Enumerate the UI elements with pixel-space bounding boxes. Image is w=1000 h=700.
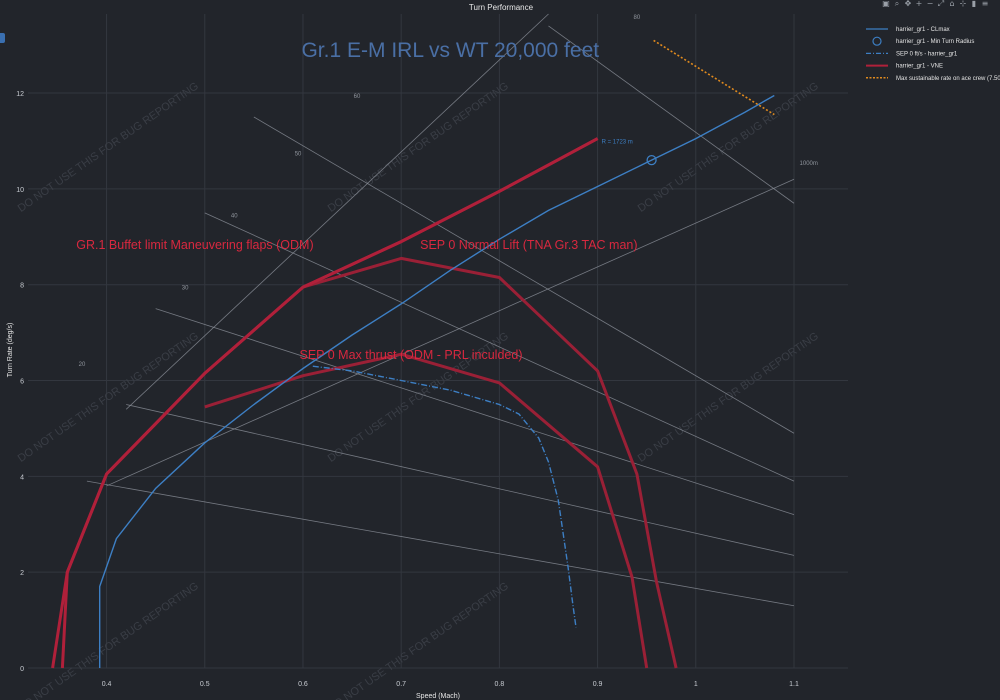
legend-label: SEP 0 ft/s - harrier_gr1: [896, 51, 958, 57]
guide-line-label: 1000m: [800, 161, 818, 167]
plot-area: [28, 14, 848, 668]
y-tick-label: 10: [16, 187, 24, 194]
overlay-line: [204, 352, 649, 669]
guide-line: [125, 13, 549, 410]
x-tick-label: 0.8: [495, 681, 505, 688]
guide-line: [126, 404, 795, 556]
guide-line-label: 40: [231, 214, 238, 220]
autoscale-icon[interactable]: ⤢: [937, 0, 945, 8]
guide-line: [204, 212, 795, 482]
guide-line: [106, 178, 795, 487]
x-tick-label: 0.7: [396, 681, 406, 688]
guide-line: [548, 25, 795, 204]
y-axis-title: Turn Rate (deg/s): [7, 323, 14, 378]
series-line[interactable]: [98, 94, 775, 669]
zoom-out-icon[interactable]: −: [926, 0, 934, 8]
guide-line: [155, 308, 795, 516]
zoom-icon[interactable]: ⌕: [894, 0, 900, 8]
x-tick-label: 0.4: [102, 681, 112, 688]
legend-label: Max sustainable rate on ace crew (7.50): [896, 76, 1000, 82]
annotation-text: GR.1 Buffet limit Maneuvering flaps (ODM…: [76, 238, 313, 252]
hover-compare-icon[interactable]: ≡: [981, 0, 989, 8]
guide-line-label: 80: [634, 15, 641, 21]
camera-icon[interactable]: ▣: [882, 0, 890, 8]
guide-line-label: 20: [79, 362, 86, 368]
legend-swatch[interactable]: [872, 36, 882, 46]
guide-line: [253, 116, 795, 434]
series-line[interactable]: [60, 137, 599, 669]
y-tick-label: 2: [20, 570, 24, 577]
guide-line-label: 30: [182, 285, 189, 291]
series-line[interactable]: [312, 365, 577, 628]
legend-label: harrier_gr1 - VNE: [896, 64, 943, 70]
plot-modebar: ▣ ⌕ ✥ + − ⤢ ⌂ ⊹ ▮ ≡: [882, 0, 989, 8]
annotation-text: Gr.1 E-M IRL vs WT 20,000 feet: [301, 39, 599, 62]
side-panel-tab[interactable]: [0, 33, 5, 43]
legend-label: harrier_gr1 - CLmax: [896, 27, 950, 33]
pan-icon[interactable]: ✥: [904, 0, 912, 8]
min-turn-radius-marker[interactable]: [646, 154, 657, 166]
guide-line-label: 60: [354, 94, 361, 100]
y-tick-label: 4: [20, 474, 24, 481]
legend-label: harrier_gr1 - Min Turn Radius: [896, 39, 974, 45]
spike-lines-icon[interactable]: ⊹: [959, 0, 967, 8]
annotation-text: SEP 0 Max thrust (ODM - PRL inculded): [299, 348, 522, 362]
guide-line-label: 50: [295, 151, 302, 157]
x-axis-title: Speed (Mach): [416, 693, 460, 700]
x-tick-label: 1: [694, 681, 698, 688]
annotation-text: R = 1723 m: [602, 139, 633, 145]
x-tick-label: 1.1: [789, 681, 799, 688]
hover-closest-icon[interactable]: ▮: [971, 0, 977, 8]
zoom-in-icon[interactable]: +: [915, 0, 923, 8]
guide-line: [86, 480, 795, 607]
annotation-text: SEP 0 Normal Lift (TNA Gr.3 TAC man): [420, 238, 637, 252]
chart-title: Turn Performance: [469, 3, 534, 12]
y-tick-label: 6: [20, 379, 24, 386]
x-tick-label: 0.6: [298, 681, 308, 688]
reset-axes-icon[interactable]: ⌂: [949, 0, 955, 8]
y-tick-label: 12: [16, 91, 24, 98]
x-tick-label: 0.9: [593, 681, 603, 688]
y-tick-label: 0: [20, 666, 24, 673]
overlay-line: [302, 256, 678, 669]
y-tick-label: 8: [20, 283, 24, 290]
x-tick-label: 0.5: [200, 681, 210, 688]
